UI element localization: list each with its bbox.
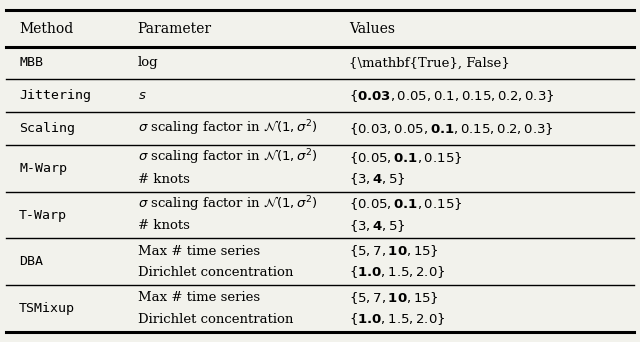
Text: $\{0.05, \mathbf{0.1}, 0.15\}$: $\{0.05, \mathbf{0.1}, 0.15\}$ xyxy=(349,150,462,166)
Text: $\{0.05, \mathbf{0.1}, 0.15\}$: $\{0.05, \mathbf{0.1}, 0.15\}$ xyxy=(349,196,462,212)
Text: Values: Values xyxy=(349,22,395,36)
Text: Dirichlet concentration: Dirichlet concentration xyxy=(138,266,293,279)
Text: $\sigma$ scaling factor in $\mathcal{N}(1,\sigma^2)$: $\sigma$ scaling factor in $\mathcal{N}(… xyxy=(138,195,317,214)
Text: M-Warp: M-Warp xyxy=(19,162,67,175)
Text: Method: Method xyxy=(19,22,74,36)
Text: $\sigma$ scaling factor in $\mathcal{N}(1,\sigma^2)$: $\sigma$ scaling factor in $\mathcal{N}(… xyxy=(138,119,317,139)
Text: $\{0.03, 0.05, \mathbf{0.1}, 0.15, 0.2, 0.3\}$: $\{0.03, 0.05, \mathbf{0.1}, 0.15, 0.2, … xyxy=(349,121,554,136)
Text: DBA: DBA xyxy=(19,255,44,268)
Text: $\{\mathbf{1.0}, 1.5, 2.0\}$: $\{\mathbf{1.0}, 1.5, 2.0\}$ xyxy=(349,264,445,280)
Text: log: log xyxy=(138,56,158,69)
Text: Jittering: Jittering xyxy=(19,89,92,102)
Text: Max # time series: Max # time series xyxy=(138,245,260,258)
Text: $\sigma$ scaling factor in $\mathcal{N}(1,\sigma^2)$: $\sigma$ scaling factor in $\mathcal{N}(… xyxy=(138,148,317,168)
Text: $\{3, \mathbf{4}, 5\}$: $\{3, \mathbf{4}, 5\}$ xyxy=(349,218,406,234)
Text: $s$: $s$ xyxy=(138,89,146,102)
Text: $\{\mathbf{1.0}, 1.5, 2.0\}$: $\{\mathbf{1.0}, 1.5, 2.0\}$ xyxy=(349,311,445,327)
Text: Parameter: Parameter xyxy=(138,22,212,36)
Text: MBB: MBB xyxy=(19,56,44,69)
Text: T-Warp: T-Warp xyxy=(19,209,67,222)
Text: {\mathbf{True}, False}: {\mathbf{True}, False} xyxy=(349,56,509,69)
Text: Scaling: Scaling xyxy=(19,122,76,135)
Text: Max # time series: Max # time series xyxy=(138,291,260,304)
Text: $\{5, 7, \mathbf{10}, 15\}$: $\{5, 7, \mathbf{10}, 15\}$ xyxy=(349,290,438,306)
Text: TSMixup: TSMixup xyxy=(19,302,76,315)
Text: $\{5, 7, \mathbf{10}, 15\}$: $\{5, 7, \mathbf{10}, 15\}$ xyxy=(349,243,438,259)
Text: # knots: # knots xyxy=(138,173,189,186)
Text: # knots: # knots xyxy=(138,219,189,232)
Text: Dirichlet concentration: Dirichlet concentration xyxy=(138,313,293,326)
Text: $\{\mathbf{0.03}, 0.05, 0.1, 0.15, 0.2, 0.3\}$: $\{\mathbf{0.03}, 0.05, 0.1, 0.15, 0.2, … xyxy=(349,88,554,104)
Text: $\{3, \mathbf{4}, 5\}$: $\{3, \mathbf{4}, 5\}$ xyxy=(349,171,406,187)
